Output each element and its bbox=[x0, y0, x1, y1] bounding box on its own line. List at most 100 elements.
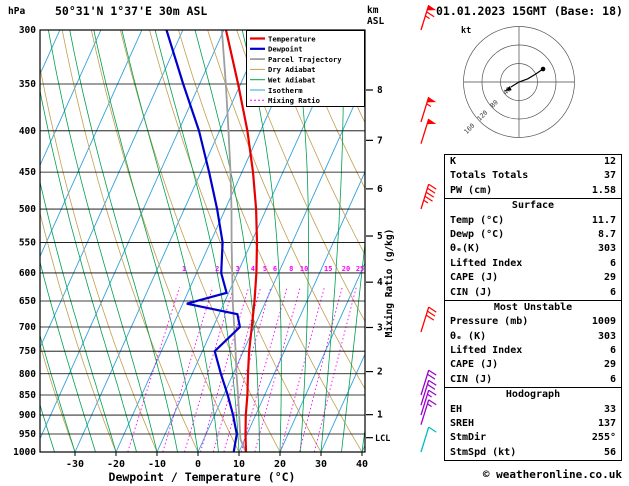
svg-text:500: 500 bbox=[19, 204, 36, 215]
temperature-curve bbox=[224, 30, 259, 452]
table-row-value: 33 bbox=[603, 403, 616, 415]
svg-text:Isotherm: Isotherm bbox=[268, 86, 303, 95]
svg-text:Temperature: Temperature bbox=[268, 34, 316, 43]
svg-text:20: 20 bbox=[342, 265, 350, 273]
table-row-value: 6 bbox=[609, 373, 616, 385]
svg-text:4: 4 bbox=[377, 277, 383, 288]
svg-text:160: 160 bbox=[462, 122, 476, 136]
axes: 3003504004505005506006507007508008509009… bbox=[13, 25, 383, 470]
table-row-label: CAPE (J) bbox=[450, 272, 499, 284]
km-unit-label: km bbox=[367, 5, 379, 16]
table-row: θₑ(K) 303 bbox=[445, 242, 621, 256]
table-row-label: θₑ (K) bbox=[450, 330, 487, 342]
table-row-value: 303 bbox=[597, 330, 616, 342]
table-row-label: Pressure (mb) bbox=[450, 316, 529, 328]
svg-text:6: 6 bbox=[377, 184, 383, 195]
svg-text:Dry Adiabat: Dry Adiabat bbox=[268, 65, 316, 74]
table-row-value: 1.58 bbox=[591, 184, 616, 196]
table-row-value: 8.7 bbox=[597, 228, 616, 240]
table-section-header: Surface bbox=[511, 200, 555, 212]
table-row: Lifted Index 6 bbox=[445, 344, 621, 358]
table-section: K 12 Totals Totals 37 PW (cm) 1.58 bbox=[445, 155, 621, 198]
skewt-background: 1 2 3 4 5 6 8 10 15 20 25 bbox=[40, 30, 365, 452]
svg-text:0: 0 bbox=[195, 459, 201, 470]
svg-text:650: 650 bbox=[19, 296, 36, 307]
svg-text:15: 15 bbox=[324, 265, 332, 273]
svg-text:2: 2 bbox=[215, 265, 219, 273]
svg-text:800: 800 bbox=[19, 369, 36, 380]
svg-text:5: 5 bbox=[263, 265, 267, 273]
svg-text:Parcel Trajectory: Parcel Trajectory bbox=[268, 55, 342, 64]
table-row-value: 1009 bbox=[591, 316, 616, 328]
svg-text:6: 6 bbox=[273, 265, 277, 273]
table-row: K 12 bbox=[445, 155, 621, 169]
table-row-value: 29 bbox=[603, 359, 616, 371]
svg-text:3: 3 bbox=[236, 265, 240, 273]
table-row: EH 33 bbox=[445, 403, 621, 417]
svg-text:-20: -20 bbox=[107, 459, 125, 470]
svg-text:1: 1 bbox=[182, 265, 186, 273]
svg-text:120: 120 bbox=[476, 109, 490, 123]
svg-text:5: 5 bbox=[377, 231, 383, 242]
table-row-label: CIN (J) bbox=[450, 373, 493, 385]
table-row-label: Totals Totals bbox=[450, 170, 529, 182]
asl-unit-label: ASL bbox=[367, 16, 384, 27]
x-axis-title: Dewpoint / Temperature (°C) bbox=[109, 470, 296, 484]
table-row-value: 6 bbox=[609, 345, 616, 357]
table-row-value: 37 bbox=[603, 170, 616, 182]
svg-text:Dewpoint: Dewpoint bbox=[268, 45, 303, 54]
svg-text:850: 850 bbox=[19, 390, 36, 401]
datetime-title: 01.01.2023 15GMT (Base: 18) bbox=[436, 4, 623, 18]
svg-text:40: 40 bbox=[502, 85, 513, 96]
table-row-label: EH bbox=[450, 403, 463, 415]
table-row-value: 12 bbox=[603, 156, 616, 167]
table-row-label: θₑ(K) bbox=[450, 243, 481, 255]
table-row-label: StmDir bbox=[450, 432, 487, 444]
table-row-value: 137 bbox=[597, 418, 616, 430]
svg-text:300: 300 bbox=[19, 25, 36, 36]
table-row-value: 6 bbox=[609, 257, 616, 269]
svg-text:8: 8 bbox=[377, 85, 383, 96]
table-row: StmSpd (kt) 56 bbox=[445, 446, 621, 460]
table-row: CAPE (J) 29 bbox=[445, 271, 621, 285]
table-row: CIN (J) 6 bbox=[445, 286, 621, 300]
table-row-label: CAPE (J) bbox=[450, 359, 499, 371]
svg-text:1000: 1000 bbox=[13, 447, 36, 458]
svg-text:80: 80 bbox=[489, 98, 500, 109]
table-row-label: Temp (°C) bbox=[450, 214, 505, 226]
svg-text:20: 20 bbox=[274, 459, 286, 470]
table-section: Most Unstable Pressure (mb) 1009 θₑ (K) 303 L… bbox=[445, 299, 621, 387]
table-row-label: SREH bbox=[450, 418, 475, 430]
svg-text:7: 7 bbox=[377, 135, 383, 146]
table-row-label: Dewp (°C) bbox=[450, 228, 505, 240]
table-section-header: Hodograph bbox=[505, 389, 561, 401]
hodograph-unit-label: kt bbox=[461, 26, 471, 36]
svg-text:600: 600 bbox=[19, 268, 36, 279]
indices-table: K 12 Totals Totals 37 PW (cm) 1.58 Surface Temp… bbox=[444, 154, 622, 462]
table-row: PW (cm) 1.58 bbox=[445, 184, 621, 198]
svg-text:950: 950 bbox=[19, 429, 36, 440]
svg-text:Mixing Ratio: Mixing Ratio bbox=[268, 96, 320, 105]
table-section-header: Most Unstable bbox=[493, 301, 573, 313]
table-row: Lifted Index 6 bbox=[445, 257, 621, 271]
table-row-label: K bbox=[450, 156, 457, 167]
table-row-label: Lifted Index bbox=[450, 257, 523, 269]
dewpoint-curve bbox=[165, 30, 242, 452]
table-row-value: 255° bbox=[591, 432, 616, 444]
wind-barbs bbox=[420, 4, 437, 453]
station-title: 50°31'N 1°37'E 30m ASL bbox=[55, 4, 208, 18]
table-row: StmDir 255° bbox=[445, 431, 621, 445]
table-row-value: 56 bbox=[603, 446, 616, 458]
table-row-label: PW (cm) bbox=[450, 184, 493, 196]
svg-text:10: 10 bbox=[233, 459, 245, 470]
svg-text:700: 700 bbox=[19, 322, 36, 333]
table-row-value: 29 bbox=[603, 272, 616, 284]
table-row: θₑ (K) 303 bbox=[445, 330, 621, 344]
svg-text:900: 900 bbox=[19, 410, 36, 421]
table-row-value: 6 bbox=[609, 286, 616, 298]
svg-text:Wet Adiabat: Wet Adiabat bbox=[268, 76, 316, 85]
svg-text:30: 30 bbox=[315, 459, 327, 470]
